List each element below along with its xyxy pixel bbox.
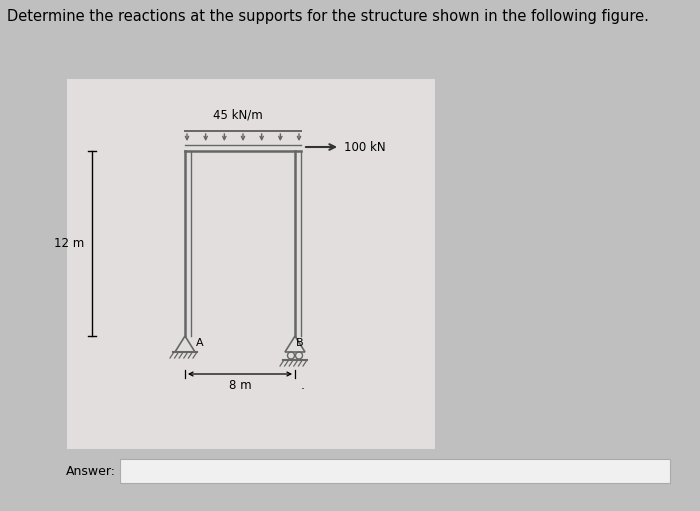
Text: 8 m: 8 m: [229, 379, 251, 392]
Text: A: A: [196, 338, 204, 348]
Text: 12 m: 12 m: [54, 237, 84, 250]
Text: Answer:: Answer:: [66, 464, 116, 477]
Text: 100 kN: 100 kN: [344, 141, 386, 153]
Text: B: B: [296, 338, 304, 348]
Bar: [120, 459, 670, 483]
Bar: [67, 79, 435, 449]
Text: .: .: [301, 379, 305, 392]
Text: Determine the reactions at the supports for the structure shown in the following: Determine the reactions at the supports …: [7, 9, 649, 24]
Text: 45 kN/m: 45 kN/m: [213, 108, 263, 121]
